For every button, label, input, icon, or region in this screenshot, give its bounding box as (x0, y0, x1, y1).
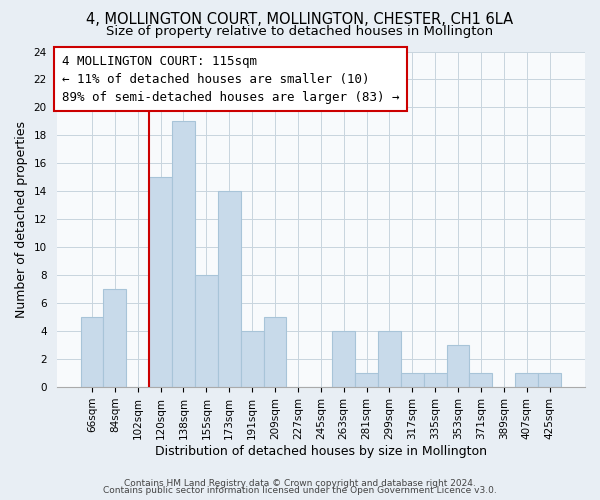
Bar (355, 373, 378, 387)
Bar (103, 289, 127, 387)
Bar (195, 275, 218, 387)
Bar (149, 178, 172, 387)
X-axis label: Distribution of detached houses by size in Mollington: Distribution of detached houses by size … (155, 444, 487, 458)
Text: 4 MOLLINGTON COURT: 115sqm
← 11% of detached houses are smaller (10)
89% of semi: 4 MOLLINGTON COURT: 115sqm ← 11% of deta… (62, 55, 400, 104)
Bar (263, 317, 286, 387)
Bar (469, 373, 493, 387)
Text: 4, MOLLINGTON COURT, MOLLINGTON, CHESTER, CH1 6LA: 4, MOLLINGTON COURT, MOLLINGTON, CHESTER… (86, 12, 514, 28)
Bar (80, 317, 103, 387)
Bar (424, 373, 446, 387)
Bar (332, 331, 355, 387)
Bar (241, 331, 263, 387)
Bar (378, 331, 401, 387)
Bar (446, 345, 469, 387)
Bar (218, 192, 241, 387)
Text: Contains public sector information licensed under the Open Government Licence v3: Contains public sector information licen… (103, 486, 497, 495)
Text: Contains HM Land Registry data © Crown copyright and database right 2024.: Contains HM Land Registry data © Crown c… (124, 478, 476, 488)
Bar (538, 373, 561, 387)
Bar (172, 122, 195, 387)
Y-axis label: Number of detached properties: Number of detached properties (15, 121, 28, 318)
Bar (401, 373, 424, 387)
Bar (515, 373, 538, 387)
Text: Size of property relative to detached houses in Mollington: Size of property relative to detached ho… (106, 25, 494, 38)
